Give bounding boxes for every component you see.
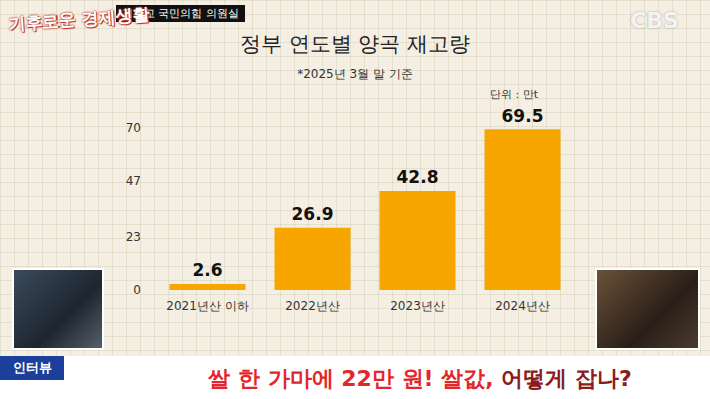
html-text:인터뷰: 인터뷰 <box>12 360 52 375</box>
svg-text:2022년산: 2022년산 <box>285 299 340 313</box>
html-text:*2025년 3월 말 기준: *2025년 3월 말 기준 <box>297 67 413 81</box>
svg-text:2024년산: 2024년산 <box>495 299 550 313</box>
svg-text:42.8: 42.8 <box>397 167 439 187</box>
svg-text:2023년산: 2023년산 <box>390 299 445 313</box>
svg-text:70: 70 <box>126 121 141 135</box>
svg-text:69.5: 69.5 <box>502 106 544 126</box>
svg-text:47: 47 <box>126 174 141 188</box>
svg-text:2021년산 이하: 2021년산 이하 <box>166 299 248 313</box>
html-text:정부 연도별 양곡 재고량: 정부 연도별 양곡 재고량 <box>240 32 470 56</box>
html-text:김선교 국민의힘 의원실: 김선교 국민의힘 의원실 <box>122 7 239 20</box>
svg-text:23: 23 <box>126 230 141 244</box>
svg-text:2.6: 2.6 <box>192 260 222 280</box>
html-text:쌀 한 가마에 22만 원! 쌀값, 어떻게 잡나?: 쌀 한 가마에 22만 원! 쌀값, 어떻게 잡나? <box>208 366 632 391</box>
html-text:단위 : 만t: 단위 : 만t <box>490 88 538 101</box>
svg-text:26.9: 26.9 <box>292 204 334 224</box>
html-text:기후로운 경제생활: 기후로운 경제생활 <box>7 4 151 34</box>
html-text:CBS: CBS <box>630 8 679 33</box>
svg-text:0: 0 <box>133 283 141 297</box>
